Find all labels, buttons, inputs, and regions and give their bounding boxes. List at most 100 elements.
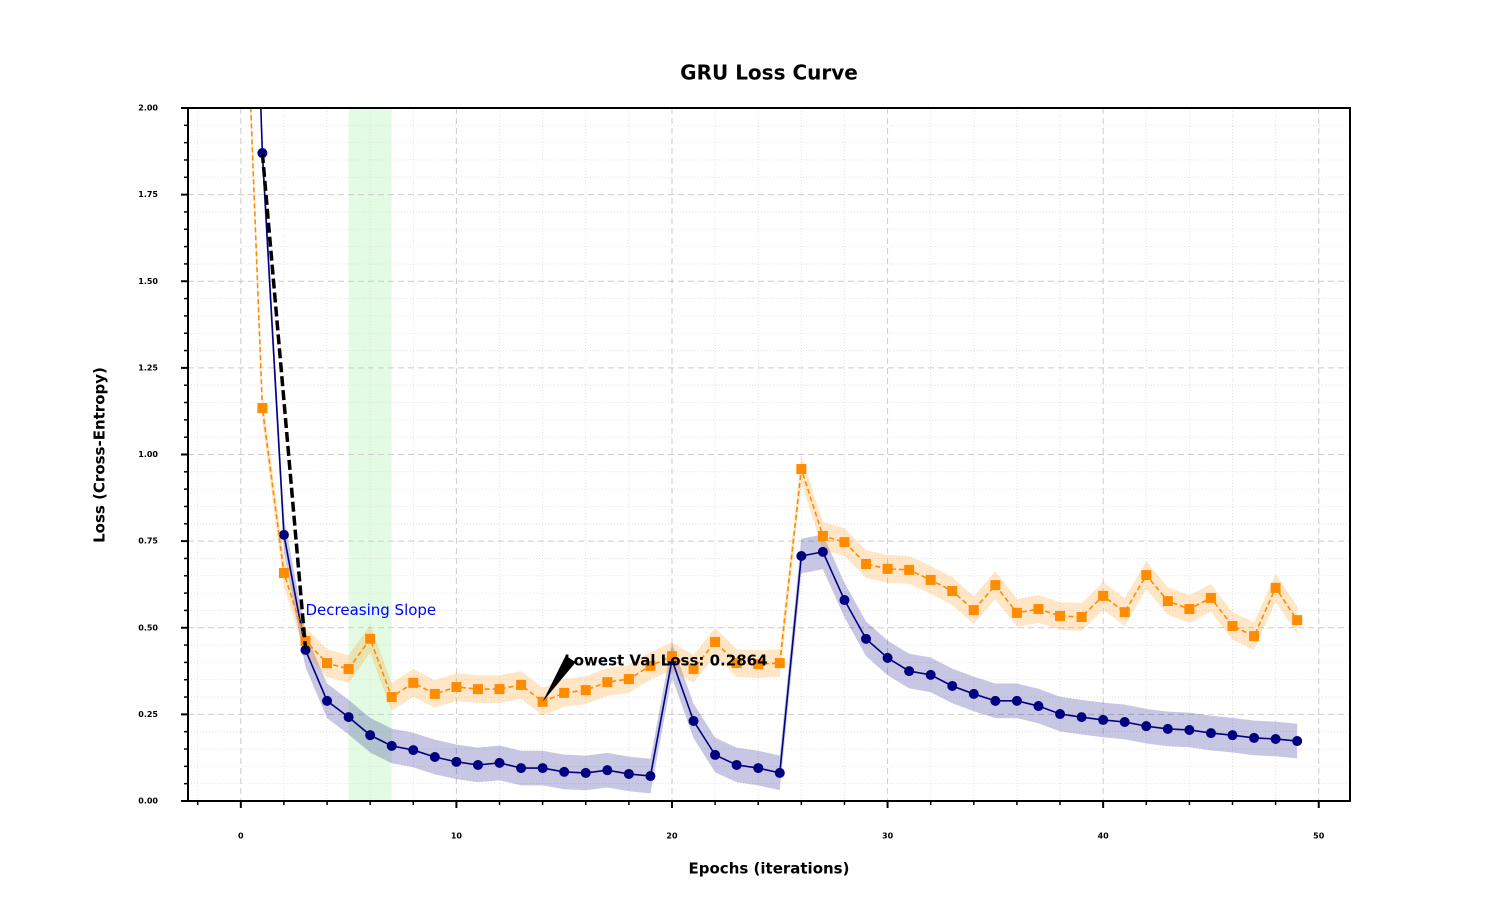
data-point <box>559 766 570 777</box>
data-point <box>1227 730 1238 741</box>
data-point <box>300 644 311 655</box>
data-point <box>796 551 807 562</box>
data-point <box>1162 723 1173 734</box>
data-point <box>774 658 785 669</box>
y-tick-label: 0.50 <box>138 623 158 632</box>
data-point <box>753 659 764 670</box>
data-point <box>386 740 397 751</box>
data-point <box>796 464 807 475</box>
data-point <box>1205 728 1216 739</box>
data-point <box>882 652 893 663</box>
data-point <box>1011 607 1022 618</box>
y-tick-label: 1.50 <box>138 277 158 286</box>
data-point <box>1292 615 1303 626</box>
data-point <box>731 759 742 770</box>
x-tick-label: 30 <box>882 832 894 841</box>
data-point <box>343 663 354 674</box>
data-point <box>645 771 656 782</box>
data-point <box>580 767 591 778</box>
data-point <box>1141 721 1152 732</box>
data-point <box>731 658 742 669</box>
y-tick-label: 0.00 <box>138 797 158 806</box>
plot-area <box>188 108 1350 801</box>
data-point <box>623 768 634 779</box>
data-point <box>408 745 419 756</box>
data-point <box>494 757 505 768</box>
data-point <box>645 660 656 671</box>
data-point <box>1055 610 1066 621</box>
data-point <box>343 712 354 723</box>
x-tick-label: 10 <box>451 832 463 841</box>
data-point <box>1033 701 1044 712</box>
data-point <box>300 635 311 646</box>
data-point <box>839 537 850 548</box>
data-point <box>257 403 268 414</box>
annotation-arrow <box>542 655 576 702</box>
data-point <box>602 677 613 688</box>
data-point <box>278 529 289 540</box>
data-point <box>602 765 613 776</box>
data-point <box>322 695 333 706</box>
data-point <box>904 564 915 575</box>
annotation-arrow <box>260 152 308 649</box>
data-point <box>1270 582 1281 593</box>
x-tick-label: 40 <box>1098 832 1110 841</box>
y-tick-label: 2.00 <box>138 104 158 113</box>
data-point <box>666 651 677 662</box>
data-point <box>688 715 699 726</box>
data-point <box>1227 621 1238 632</box>
data-point <box>1119 607 1130 618</box>
data-point <box>925 669 936 680</box>
data-point <box>925 574 936 585</box>
error-band <box>260 108 1298 794</box>
data-point <box>710 636 721 647</box>
data-point <box>968 605 979 616</box>
data-point <box>472 684 483 695</box>
y-tick-label: 0.25 <box>138 710 158 719</box>
data-point <box>472 759 483 770</box>
data-point <box>516 679 527 690</box>
data-point <box>1162 596 1173 607</box>
data-point <box>817 530 828 541</box>
data-point <box>1184 724 1195 735</box>
data-point <box>580 685 591 696</box>
data-point <box>861 633 872 644</box>
y-tick-label: 1.25 <box>138 363 158 372</box>
data-point <box>1249 732 1260 743</box>
x-tick-label: 20 <box>666 832 678 841</box>
data-point <box>1055 709 1066 720</box>
data-point <box>494 684 505 695</box>
annotation-text: Decreasing Slope <box>305 601 436 619</box>
data-point <box>817 546 828 557</box>
data-point <box>386 692 397 703</box>
data-point <box>516 763 527 774</box>
y-tick-label: 0.75 <box>138 537 158 546</box>
data-point <box>904 666 915 677</box>
x-axis-label: Epochs (iterations) <box>689 860 850 878</box>
data-point <box>1098 590 1109 601</box>
data-point <box>1033 604 1044 615</box>
data-point <box>451 756 462 767</box>
annotation-text: Lowest Val Loss: 0.2864 <box>564 652 767 670</box>
data-point <box>451 682 462 693</box>
data-point <box>839 595 850 606</box>
y-axis-label: Loss (Cross-Entropy) <box>91 367 109 543</box>
data-point <box>365 730 376 741</box>
data-point <box>710 749 721 760</box>
data-point <box>408 677 419 688</box>
data-point <box>688 663 699 674</box>
error-band <box>250 108 1298 716</box>
data-point <box>429 688 440 699</box>
data-point <box>990 695 1001 706</box>
data-point <box>623 674 634 685</box>
data-point <box>322 658 333 669</box>
data-point <box>278 568 289 579</box>
data-point <box>365 633 376 644</box>
data-point <box>753 763 764 774</box>
data-point <box>429 751 440 762</box>
data-point <box>1076 612 1087 623</box>
x-tick-label: 0 <box>238 832 244 841</box>
data-point <box>861 558 872 569</box>
data-point <box>1184 604 1195 615</box>
